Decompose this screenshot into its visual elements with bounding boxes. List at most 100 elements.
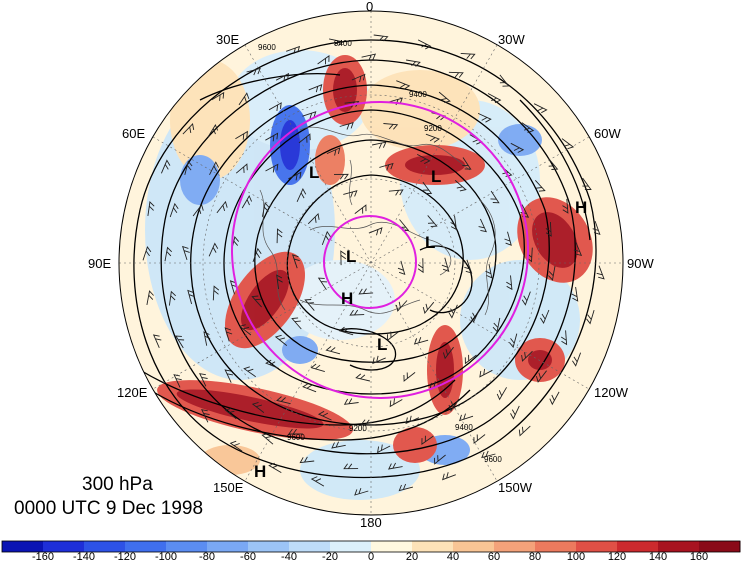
wind-barb xyxy=(265,359,280,369)
wind-barb xyxy=(169,202,179,218)
wind-barb xyxy=(470,309,481,323)
wind-barb xyxy=(209,161,219,176)
low-center-europe: L xyxy=(309,163,319,182)
wind-barb xyxy=(496,387,507,401)
wind-barb xyxy=(534,179,546,192)
reference-circles xyxy=(231,101,529,399)
colorbar-tick-label: 20 xyxy=(406,551,418,561)
wind-barb xyxy=(506,275,513,291)
wind-barb xyxy=(521,291,531,306)
wind-barb xyxy=(442,346,454,360)
wind-barb xyxy=(387,331,399,342)
wind-barb xyxy=(573,242,583,257)
wind-barb xyxy=(338,326,354,336)
contour-label: 9200 xyxy=(424,124,442,133)
wind-barb xyxy=(421,435,434,445)
lon-label-120e: 120E xyxy=(117,385,148,400)
wind-barb xyxy=(422,181,433,194)
colorbar-swatch xyxy=(207,541,249,552)
colorbar-tick-label: -140 xyxy=(73,551,95,561)
colorbar-swatch xyxy=(248,541,290,552)
wind-barb xyxy=(291,317,302,330)
wind-barb xyxy=(212,285,220,301)
wind-barb xyxy=(354,487,369,496)
wind-barb xyxy=(317,277,328,291)
wind-barb xyxy=(504,231,512,246)
wind-barb xyxy=(377,444,391,454)
colorbar-tick-label: -100 xyxy=(155,551,177,561)
wind-barbs xyxy=(142,34,605,496)
wind-barb xyxy=(261,202,270,217)
wind-barb xyxy=(321,230,331,246)
lon-label-60e: 60E xyxy=(122,126,145,141)
wind-barb xyxy=(396,80,411,90)
wind-barb xyxy=(535,370,547,383)
wind-barb xyxy=(425,133,440,143)
wind-barb xyxy=(251,401,265,413)
wind-barb xyxy=(518,425,531,437)
wind-barb xyxy=(275,72,290,82)
wind-barb xyxy=(304,299,315,311)
wind-barb xyxy=(490,190,500,204)
wind-barb xyxy=(164,246,173,262)
wind-barb xyxy=(521,122,535,134)
wind-barb xyxy=(560,330,568,346)
lon-label-30w: 30W xyxy=(498,32,525,47)
contour-label: 9200 xyxy=(349,424,367,433)
wind-barb xyxy=(317,410,332,421)
colorbar-swatch xyxy=(617,541,659,552)
wind-barb xyxy=(343,190,358,198)
wind-barb xyxy=(268,102,282,111)
wind-barb xyxy=(485,264,493,279)
wind-barb xyxy=(368,227,383,236)
wind-barb xyxy=(203,331,211,346)
wind-barb xyxy=(238,92,250,106)
colorbar-tick-label: 40 xyxy=(447,551,459,561)
colorbar-swatch xyxy=(330,541,372,552)
high-center-westpacific: H xyxy=(254,462,266,481)
wind-barb xyxy=(592,220,601,235)
wind-barb xyxy=(582,177,592,190)
wind-barb xyxy=(373,34,389,42)
lon-label-0: 0 xyxy=(366,0,373,14)
wind-barb xyxy=(548,158,559,170)
wind-barb xyxy=(224,369,233,383)
graticule xyxy=(119,11,623,515)
wind-barb xyxy=(343,398,359,405)
colorbar-tick-label: -120 xyxy=(114,551,136,561)
colorbar-swatch xyxy=(699,541,741,552)
wind-barb xyxy=(288,428,303,435)
wind-barb xyxy=(403,372,416,382)
wind-barb xyxy=(173,374,182,388)
wind-barb xyxy=(441,257,450,273)
wind-shading xyxy=(145,50,593,500)
wind-barb xyxy=(473,434,486,444)
colorbar-frame xyxy=(1,540,741,553)
wind-barb xyxy=(229,440,243,452)
wind-barb xyxy=(160,159,171,174)
wind-barb xyxy=(462,157,472,170)
wind-barb xyxy=(288,171,302,181)
wind-barb xyxy=(268,462,282,473)
colorbar-tick-label: -80 xyxy=(199,551,215,561)
valid-time-title: 0000 UTC 9 Dec 1998 xyxy=(14,498,204,519)
wind-barb xyxy=(241,195,253,209)
colorbar-tick-label: 160 xyxy=(690,551,708,561)
wind-barb xyxy=(333,173,349,180)
wind-barb xyxy=(276,274,283,290)
colorbar-swatch xyxy=(84,541,126,552)
colorbar-swatch xyxy=(289,541,331,552)
wind-barb xyxy=(540,309,550,324)
wind-barb xyxy=(235,130,248,140)
wind-barb xyxy=(184,160,193,176)
wind-barb xyxy=(276,228,283,244)
lon-label-180: 180 xyxy=(360,515,382,530)
map-boundary xyxy=(118,10,624,516)
wind-barb xyxy=(549,391,560,406)
wind-barb xyxy=(454,180,467,192)
wind-barb xyxy=(548,266,556,281)
wind-barb xyxy=(274,334,288,346)
wind-barb xyxy=(175,335,185,349)
wind-barb xyxy=(417,39,432,50)
